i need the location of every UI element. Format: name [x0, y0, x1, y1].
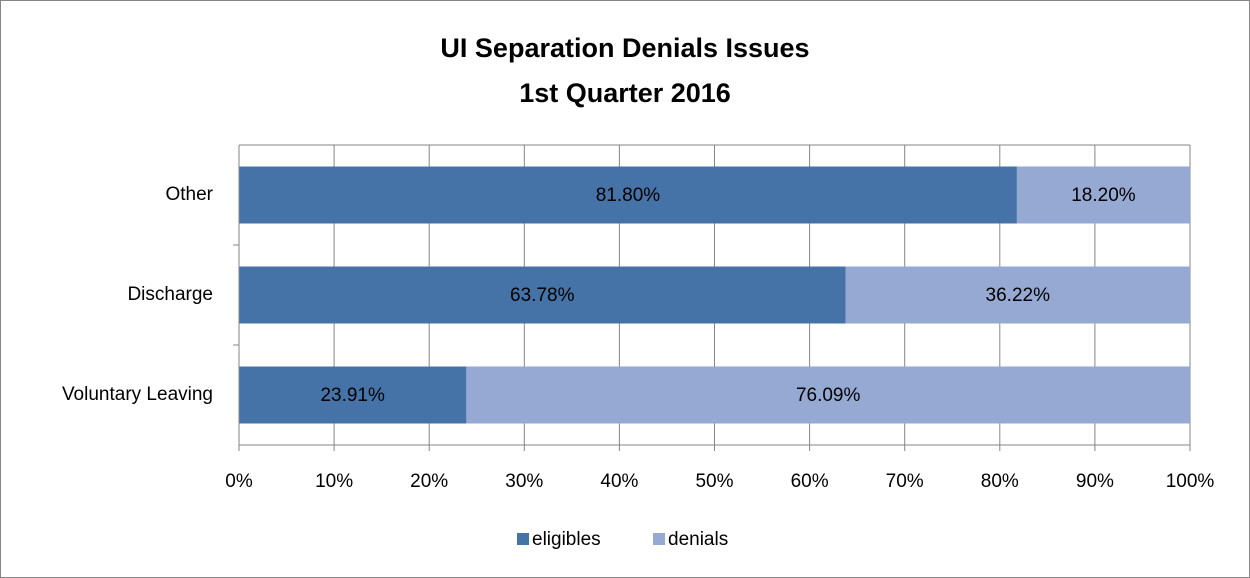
- bar-segment: [239, 166, 1017, 224]
- y-tick-label: Discharge: [127, 284, 213, 305]
- data-label: 36.22%: [986, 285, 1051, 306]
- x-tick-label: 70%: [886, 471, 924, 492]
- bar-segment: [845, 266, 1190, 324]
- legend-label: eligibles: [532, 529, 601, 550]
- data-label: 23.91%: [320, 385, 385, 406]
- bar-segment: [239, 266, 846, 324]
- chart-title: UI Separation Denials Issues: [440, 33, 809, 63]
- x-tick-label: 60%: [791, 471, 829, 492]
- chart-subtitle: 1st Quarter 2016: [519, 78, 731, 108]
- x-tick-label: 40%: [600, 471, 638, 492]
- x-tick-label: 90%: [1076, 471, 1114, 492]
- x-tick-label: 10%: [315, 471, 353, 492]
- y-tick-label: Voluntary Leaving: [62, 384, 213, 405]
- x-tick-label: 30%: [505, 471, 543, 492]
- legend-label: denials: [668, 529, 728, 550]
- x-tick-label: 80%: [981, 471, 1019, 492]
- legend-swatch: [653, 533, 665, 545]
- x-tick-label: 0%: [225, 471, 253, 492]
- x-tick-label: 20%: [410, 471, 448, 492]
- bar-segment: [466, 366, 1190, 424]
- data-label: 63.78%: [510, 285, 575, 306]
- bar-segment: [1016, 166, 1190, 224]
- data-label: 18.20%: [1071, 185, 1136, 206]
- data-label: 81.80%: [596, 185, 661, 206]
- bar-segment: [239, 366, 467, 424]
- x-tick-label: 100%: [1166, 471, 1215, 492]
- y-tick-label: Other: [165, 184, 213, 205]
- x-tick-label: 50%: [695, 471, 733, 492]
- data-label: 76.09%: [796, 385, 861, 406]
- legend-swatch: [517, 533, 529, 545]
